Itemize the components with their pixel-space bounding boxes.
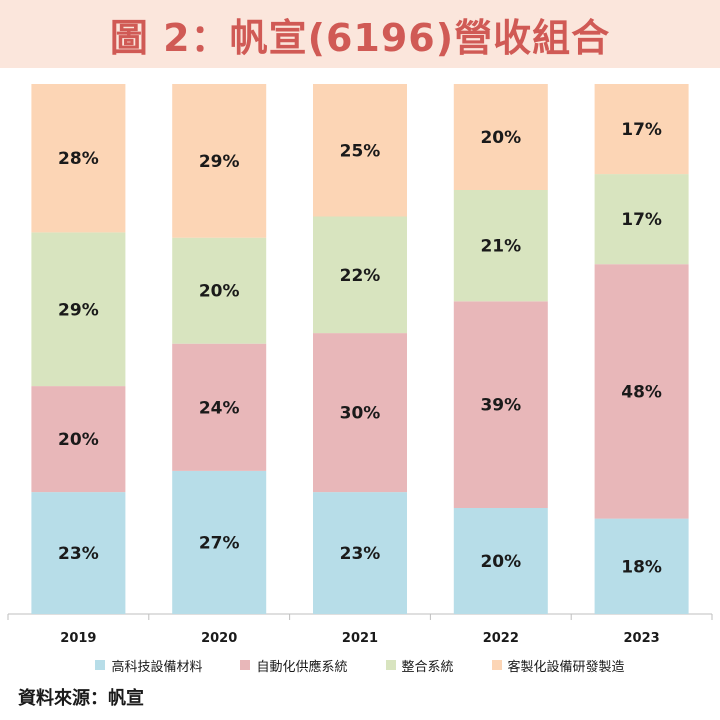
data-label: 30% <box>340 404 381 424</box>
x-tick-label: 2019 <box>60 631 96 646</box>
stacked-bar-chart: 23% 20% 29% 28% 2019 27% 24% 20% 29% 2020 23% 30% 22… <box>7 84 713 646</box>
legend-item: 客製化設備研發製造 <box>491 654 625 676</box>
bar-segment <box>594 264 689 519</box>
bar-segment <box>594 174 689 265</box>
bar-segment <box>594 84 689 175</box>
x-tick-label: 2020 <box>201 631 237 646</box>
x-tick-label: 2021 <box>342 631 378 646</box>
bar-segment <box>313 333 407 493</box>
data-label: 48% <box>621 382 662 402</box>
data-label: 22% <box>340 266 381 286</box>
source-note: 資料來源：帆宣 <box>18 688 144 709</box>
legend-swatch <box>240 660 251 670</box>
data-label: 27% <box>199 533 240 553</box>
data-label: 28% <box>58 149 99 169</box>
data-label: 20% <box>58 430 99 450</box>
legend-label: 高科技設備材料 <box>111 659 203 675</box>
x-tick-label: 2023 <box>624 631 660 646</box>
legend-label: 自動化供應系統 <box>256 659 348 675</box>
bar-segment <box>172 470 267 614</box>
legend-swatch <box>491 660 502 670</box>
bar-segment <box>594 518 689 614</box>
legend-swatch <box>385 660 396 670</box>
legend-item: 高科技設備材料 <box>95 654 202 676</box>
bar-segment <box>453 301 548 508</box>
data-label: 39% <box>480 396 521 416</box>
bar-segment <box>453 190 548 302</box>
bar-segment <box>31 492 126 614</box>
data-label: 23% <box>340 544 381 564</box>
data-label: 29% <box>58 300 99 320</box>
legend-label: 整合系統 <box>401 659 454 675</box>
legend-swatch <box>95 660 106 670</box>
data-label: 20% <box>480 552 521 572</box>
bar-segment <box>453 84 548 190</box>
bar-segment <box>453 508 548 614</box>
data-label: 24% <box>199 398 240 418</box>
bar-segment <box>172 84 267 238</box>
data-label: 29% <box>199 152 240 172</box>
legend-item: 整合系統 <box>385 654 454 676</box>
data-label: 17% <box>621 120 662 140</box>
legend-label: 客製化設備研發製造 <box>507 659 625 675</box>
bar-segment <box>313 216 407 334</box>
data-label: 25% <box>340 141 381 161</box>
title-band: 圖 2：帆宣(6196)營收組合 <box>0 0 720 68</box>
data-label: 21% <box>480 237 521 257</box>
data-label: 20% <box>480 128 521 148</box>
bar-segment <box>172 237 267 344</box>
data-label: 23% <box>58 544 99 564</box>
data-label: 20% <box>199 282 240 302</box>
data-label: 18% <box>621 557 662 577</box>
data-label: 17% <box>621 210 662 230</box>
x-tick-label: 2022 <box>483 631 519 646</box>
chart-title: 圖 2：帆宣(6196)營收組合 <box>109 15 611 60</box>
legend-item: 自動化供應系統 <box>240 654 348 676</box>
bar-segment <box>172 343 267 471</box>
legend: 高科技設備材料 自動化供應系統 整合系統 客製化設備研發製造 <box>0 654 720 676</box>
bar-segment <box>31 232 126 387</box>
bar-segment <box>313 84 407 217</box>
bar-segment <box>313 492 407 614</box>
bar-segment <box>31 386 126 493</box>
bar-segment <box>31 84 126 233</box>
